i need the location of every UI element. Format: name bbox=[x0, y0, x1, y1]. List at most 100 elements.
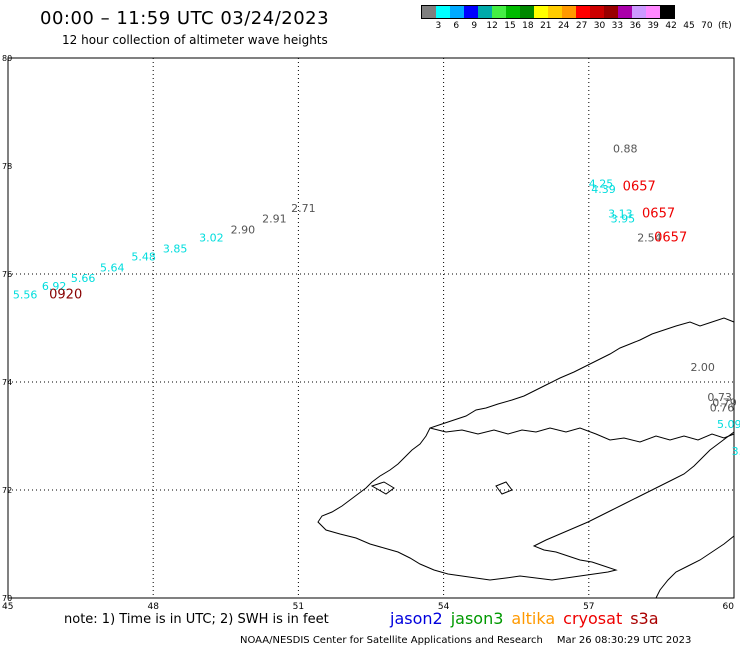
wave-height-label: 3.85 bbox=[163, 242, 188, 255]
legend-swatch bbox=[604, 6, 618, 18]
wave-height-label: 0.76 bbox=[710, 402, 735, 415]
legend-swatch bbox=[534, 6, 548, 18]
legend-swatch bbox=[520, 6, 534, 18]
wave-height-label: 4.25 bbox=[589, 178, 614, 191]
satellite-name-jason2: jason2 bbox=[390, 609, 443, 628]
lon-tick-label: 54 bbox=[438, 602, 450, 612]
legend-color-bar bbox=[421, 5, 675, 19]
legend-label: 27 bbox=[575, 21, 588, 31]
wave-height-label: 5.66 bbox=[71, 272, 96, 285]
legend-label: 33 bbox=[611, 21, 624, 31]
wave-height-label: 5.64 bbox=[100, 261, 125, 274]
satellite-name-s3a: s3a bbox=[630, 609, 659, 628]
wave-height-label: 3.02 bbox=[199, 232, 224, 245]
coastline-inner-bay bbox=[429, 427, 735, 443]
legend-labels: 3 6 9 12 15 18 21 24 27 30 33 36 39 42 45 70 (ft) bbox=[421, 21, 740, 33]
legend-label: 45 bbox=[683, 21, 695, 31]
legend-swatch bbox=[492, 6, 506, 18]
map-subtitle: 12 hour collection of altimeter wave hei… bbox=[62, 33, 328, 47]
wave-height-label: 0.79 bbox=[712, 396, 737, 409]
legend-label: 70 bbox=[701, 21, 713, 31]
wave-height-label: 3.13 bbox=[608, 207, 633, 220]
wave-height-label: 2.90 bbox=[231, 224, 256, 237]
lat-tick-label: 78 bbox=[2, 162, 12, 171]
legend-label: 30 bbox=[593, 21, 606, 31]
pass-time-label: 0657 bbox=[623, 179, 656, 194]
lon-tick-label: 60 bbox=[723, 602, 735, 612]
legend-swatch bbox=[618, 6, 632, 18]
wave-height-label: 0.88 bbox=[613, 143, 638, 156]
legend-swatch bbox=[478, 6, 492, 18]
wave-height-label: 0.73 bbox=[707, 391, 732, 404]
legend-label: 24 bbox=[557, 21, 570, 31]
legend-label: 15 bbox=[504, 21, 516, 31]
coastline bbox=[317, 317, 735, 599]
coastline-island bbox=[495, 481, 513, 495]
legend-swatch bbox=[548, 6, 562, 18]
legend-label: (ft) bbox=[718, 21, 732, 31]
credit-text: NOAA/NESDIS Center for Satellite Applica… bbox=[240, 635, 543, 646]
legend-label: 6 bbox=[453, 21, 460, 31]
lat-tick-label: 70 bbox=[2, 594, 12, 603]
legend-swatch bbox=[506, 6, 520, 18]
legend-label: 9 bbox=[471, 21, 478, 31]
wave-height-label: 2.00 bbox=[690, 361, 715, 374]
credit-timestamp: Mar 26 08:30:29 UTC 2023 bbox=[556, 635, 692, 646]
map-gridlines bbox=[8, 58, 734, 598]
legend-swatch bbox=[590, 6, 604, 18]
coastline-east-fragment bbox=[655, 535, 735, 599]
coastline-island bbox=[370, 481, 395, 495]
lat-tick-label: 72 bbox=[2, 486, 12, 495]
legend-swatch bbox=[646, 6, 660, 18]
pass-time-label: 0657 bbox=[642, 206, 675, 221]
lat-tick-label: 74 bbox=[2, 378, 12, 387]
credit-line: NOAA/NESDIS Center for Satellite Applica… bbox=[240, 635, 691, 646]
wave-height-label: 2.91 bbox=[262, 213, 287, 226]
satellite-name-altika: altika bbox=[511, 609, 556, 628]
lat-tick-label: 80 bbox=[2, 54, 12, 63]
wave-height-label: 5.09 bbox=[717, 418, 740, 431]
wave-height-label: 5.56 bbox=[13, 288, 38, 301]
wave-height-label: 4.39 bbox=[591, 183, 616, 196]
lat-tick-label: 76 bbox=[2, 270, 12, 279]
legend-swatch bbox=[422, 6, 436, 18]
wave-height-labels: 5.56 6.92 5.66 5.64 5.48 3.85 3.02 2.90 2.91 2.71… bbox=[13, 143, 740, 458]
lon-tick-label: 45 bbox=[2, 602, 13, 612]
map-title: 00:00 – 11:59 UTC 03/24/2023 bbox=[40, 8, 330, 29]
legend-swatch bbox=[632, 6, 646, 18]
legend-swatch bbox=[436, 6, 450, 18]
color-scale-legend: 3 6 9 12 15 18 21 24 27 30 33 36 39 42 45 70 (ft) bbox=[421, 5, 732, 31]
lon-tick-label: 57 bbox=[583, 602, 594, 612]
pass-time-label: 0657 bbox=[654, 231, 687, 246]
wave-height-label: 2.71 bbox=[291, 202, 316, 215]
units-note: note: 1) Time is in UTC; 2) SWH is in fe… bbox=[64, 612, 329, 627]
legend-label: 12 bbox=[486, 21, 498, 31]
map-frame bbox=[7, 57, 735, 599]
lon-tick-label: 51 bbox=[293, 602, 304, 612]
legend-swatch bbox=[660, 6, 674, 18]
pass-time-label: 0920 bbox=[49, 287, 82, 302]
legend-swatch bbox=[562, 6, 576, 18]
legend-label: 3 bbox=[435, 21, 442, 31]
coastline-south-island bbox=[317, 317, 735, 581]
legend-label: 36 bbox=[629, 21, 642, 31]
satellite-name-jason3: jason3 bbox=[450, 609, 504, 628]
legend-label: 42 bbox=[665, 21, 677, 31]
wave-height-label: 3. bbox=[732, 445, 740, 458]
wave-height-label: 6.92 bbox=[42, 280, 67, 293]
lon-tick-label: 48 bbox=[147, 602, 159, 612]
legend-label: 21 bbox=[540, 21, 552, 31]
legend-label: 18 bbox=[522, 21, 534, 31]
legend-swatch bbox=[450, 6, 464, 18]
satellite-name-cryosat: cryosat bbox=[563, 609, 623, 628]
legend-swatch bbox=[576, 6, 590, 18]
legend-swatch bbox=[464, 6, 478, 18]
pass-time-labels: 0920 0657 0657 0657 bbox=[49, 179, 687, 302]
wave-height-label: 3.95 bbox=[611, 213, 636, 226]
legend-label: 39 bbox=[647, 21, 659, 31]
wave-height-label: 2.54 bbox=[637, 232, 662, 245]
wave-height-label: 5.48 bbox=[131, 251, 156, 264]
satellite-legend: jason2 jason3 altika cryosat s3a bbox=[390, 609, 667, 628]
